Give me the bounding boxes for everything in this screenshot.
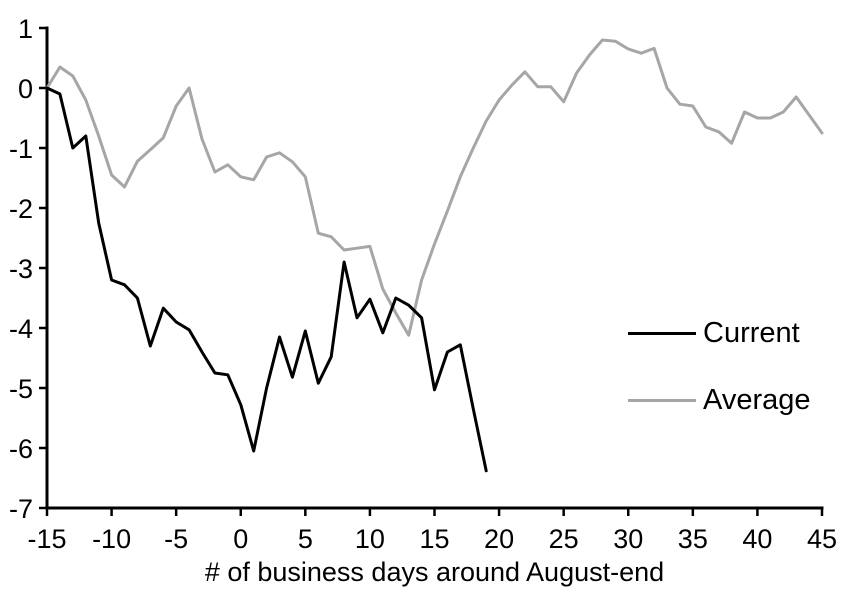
axes	[45, 26, 824, 510]
y-tick-label: -7	[9, 494, 33, 524]
x-tick-label: 20	[484, 524, 514, 554]
x-tick-label: -10	[92, 524, 131, 554]
y-tick-label: 0	[18, 74, 33, 104]
x-tick-label: 25	[549, 524, 579, 554]
x-axis-title: # of business days around August-end	[204, 557, 665, 587]
x-tick-label: -15	[27, 524, 66, 554]
x-tick-label: 45	[807, 524, 837, 554]
current-line-swatch	[628, 331, 696, 335]
x-tick-label: -5	[164, 524, 188, 554]
y-tick-label: -3	[9, 254, 33, 284]
x-tick-label: 30	[613, 524, 643, 554]
x-tick-label: 5	[298, 524, 313, 554]
y-tick-label: -6	[9, 434, 33, 464]
y-tick-label: -4	[9, 314, 33, 344]
legend-label-current: Current	[703, 317, 800, 349]
series-line-current	[45, 86, 488, 473]
series-line-average	[45, 38, 824, 337]
y-tick-label: -1	[9, 134, 33, 164]
average-line-swatch	[628, 398, 696, 402]
legend-label-average: Average	[703, 384, 811, 416]
y-tick-label: 1	[18, 14, 33, 44]
x-tick-label: 15	[419, 524, 449, 554]
x-tick-label: 10	[355, 524, 385, 554]
y-tick-label: -2	[9, 194, 33, 224]
legend-item-current: Current	[628, 318, 800, 348]
x-tick-label: 40	[742, 524, 772, 554]
legend-item-average: Average	[628, 385, 811, 415]
x-tick-label: 35	[678, 524, 708, 554]
y-tick-label: -5	[9, 374, 33, 404]
x-tick-label: 0	[233, 524, 248, 554]
